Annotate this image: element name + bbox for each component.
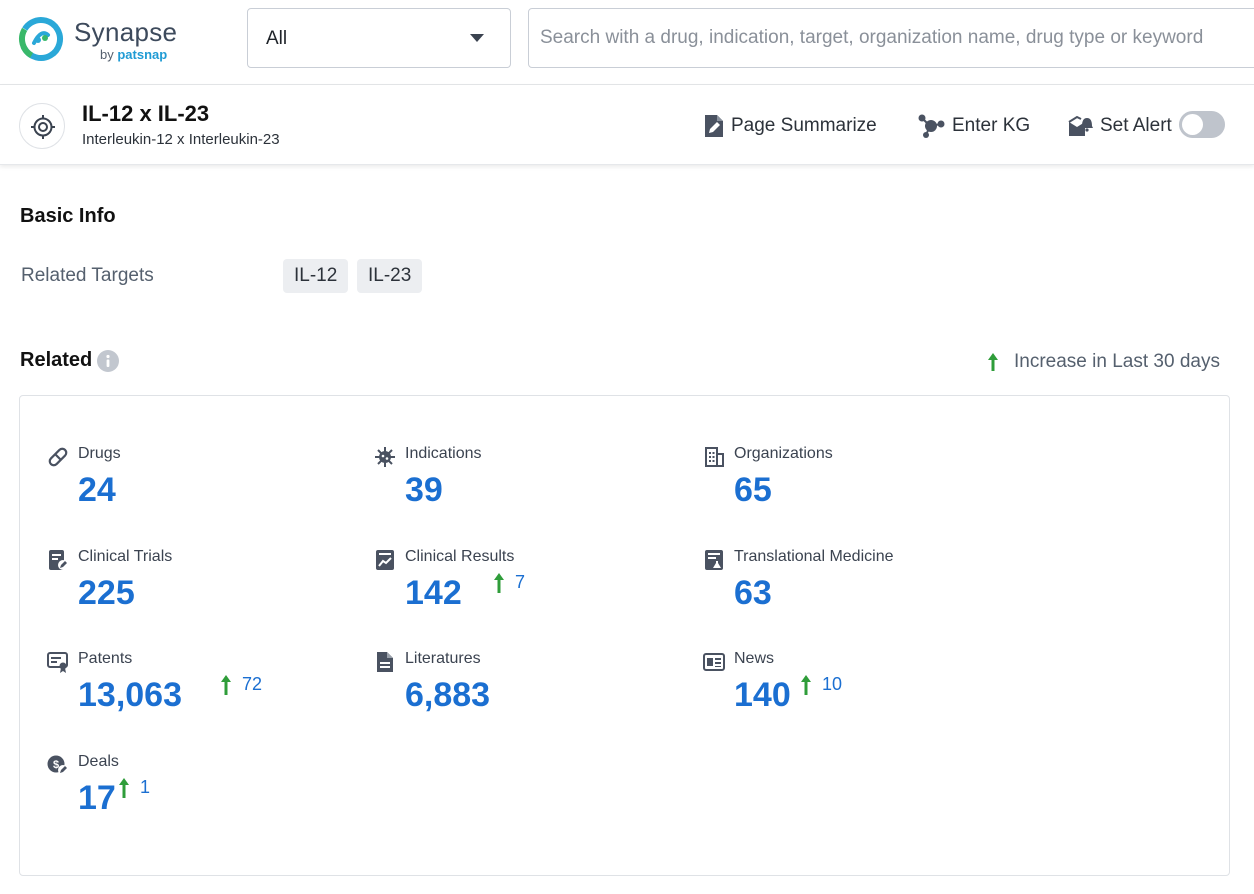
increase-legend: Increase in Last 30 days — [986, 350, 1220, 374]
stat-label: Deals — [78, 753, 119, 771]
virus-icon — [374, 446, 396, 468]
stat-label: Organizations — [734, 445, 833, 463]
stat-clinical-results[interactable]: Clinical Results 142 7 — [374, 548, 674, 628]
search-box[interactable] — [528, 8, 1254, 68]
document-edit-icon — [703, 114, 725, 138]
stat-value: 142 — [405, 573, 462, 613]
page-title: IL-12 x IL-23 — [82, 101, 209, 127]
basic-info-title: Basic Info — [20, 205, 116, 228]
chart-report-icon — [374, 549, 396, 571]
stat-value: 6,883 — [405, 675, 490, 715]
synapse-logo-icon — [18, 16, 64, 62]
increase-legend-label: Increase in Last 30 days — [1014, 351, 1220, 373]
stat-clinical-trials[interactable]: Clinical Trials 225 — [47, 548, 347, 628]
set-alert-label: Set Alert — [1100, 115, 1172, 137]
target-entity-icon — [19, 103, 65, 149]
stat-translational-medicine[interactable]: Translational Medicine 63 — [703, 548, 1003, 628]
stat-deals[interactable]: $ Deals 17 1 — [47, 753, 347, 833]
stat-label: Literatures — [405, 650, 481, 668]
stat-increase-value: 72 — [242, 674, 262, 694]
entity-header: IL-12 x IL-23 Interleukin-12 x Interleuk… — [0, 85, 1254, 165]
search-scope-value: All — [266, 28, 287, 50]
search-input[interactable] — [540, 19, 1254, 57]
page-subtitle: Interleukin-12 x Interleukin-23 — [82, 131, 280, 148]
enter-kg-label: Enter KG — [952, 115, 1030, 137]
search-scope-dropdown[interactable]: All — [247, 8, 511, 68]
stat-value: 65 — [734, 470, 772, 510]
stat-increase-value: 1 — [140, 777, 150, 797]
stat-increase-value: 10 — [822, 674, 842, 694]
brand-name: Synapse — [74, 17, 177, 48]
stat-increase: 10 — [799, 674, 842, 700]
stat-label: News — [734, 650, 774, 668]
stat-increase: 1 — [117, 777, 150, 803]
stat-patents[interactable]: Patents 13,063 72 — [47, 650, 347, 730]
clipboard-pen-icon — [47, 549, 69, 571]
enter-kg-button[interactable]: Enter KG — [916, 112, 1030, 140]
brand-company: patsnap — [117, 47, 167, 62]
brand-byline: by patsnap — [100, 47, 167, 62]
stat-literatures[interactable]: Literatures 6,883 — [374, 650, 674, 730]
target-tag-il23[interactable]: IL-23 — [357, 259, 422, 293]
stat-organizations[interactable]: Organizations 65 — [703, 445, 1003, 525]
stat-increase: 72 — [219, 674, 262, 700]
stat-label: Translational Medicine — [734, 548, 893, 566]
stat-increase: 7 — [492, 572, 525, 598]
stat-value: 140 — [734, 675, 791, 715]
pill-icon — [47, 446, 69, 468]
mail-bell-icon — [1068, 114, 1094, 138]
info-icon[interactable] — [97, 350, 119, 372]
deal-icon: $ — [47, 754, 69, 776]
document-icon — [374, 651, 396, 673]
arrow-up-icon — [492, 572, 506, 594]
stat-label: Clinical Trials — [78, 548, 172, 566]
set-alert-toggle[interactable] — [1179, 111, 1225, 138]
page-summarize-label: Page Summarize — [731, 115, 877, 137]
building-icon — [703, 446, 725, 468]
synapse-logo[interactable]: Synapse by patsnap — [18, 14, 178, 66]
stat-label: Patents — [78, 650, 132, 668]
stat-indications[interactable]: Indications 39 — [374, 445, 674, 525]
stat-value: 63 — [734, 573, 772, 613]
stat-label: Drugs — [78, 445, 121, 463]
certificate-icon — [47, 651, 69, 673]
newspaper-icon — [703, 651, 725, 673]
page-summarize-button[interactable]: Page Summarize — [703, 112, 877, 140]
related-title: Related — [20, 349, 92, 372]
stat-value: 39 — [405, 470, 443, 510]
flask-report-icon — [703, 549, 725, 571]
stat-news[interactable]: News 140 10 — [703, 650, 1003, 730]
top-bar: Synapse by patsnap All — [0, 0, 1254, 85]
chevron-down-icon — [470, 34, 484, 42]
arrow-up-icon — [117, 777, 131, 799]
stat-value: 24 — [78, 470, 116, 510]
stat-value: 13,063 — [78, 675, 182, 715]
knowledge-graph-icon — [916, 113, 946, 139]
stat-label: Indications — [405, 445, 482, 463]
target-tag-il12[interactable]: IL-12 — [283, 259, 348, 293]
stat-drugs[interactable]: Drugs 24 — [47, 445, 347, 525]
stat-value: 17 — [78, 778, 116, 818]
arrow-up-icon — [219, 674, 233, 696]
arrow-up-icon — [799, 674, 813, 696]
brand-by: by — [100, 47, 114, 62]
related-targets-label: Related Targets — [21, 265, 154, 287]
arrow-up-icon — [986, 352, 1000, 372]
stat-label: Clinical Results — [405, 548, 514, 566]
toggle-knob — [1182, 114, 1203, 135]
stat-increase-value: 7 — [515, 572, 525, 592]
related-stats-card: Drugs 24 Indications 39 Organizations 65 — [19, 395, 1230, 876]
stat-value: 225 — [78, 573, 135, 613]
set-alert-button[interactable]: Set Alert — [1068, 112, 1172, 140]
crosshair-icon — [30, 114, 56, 140]
